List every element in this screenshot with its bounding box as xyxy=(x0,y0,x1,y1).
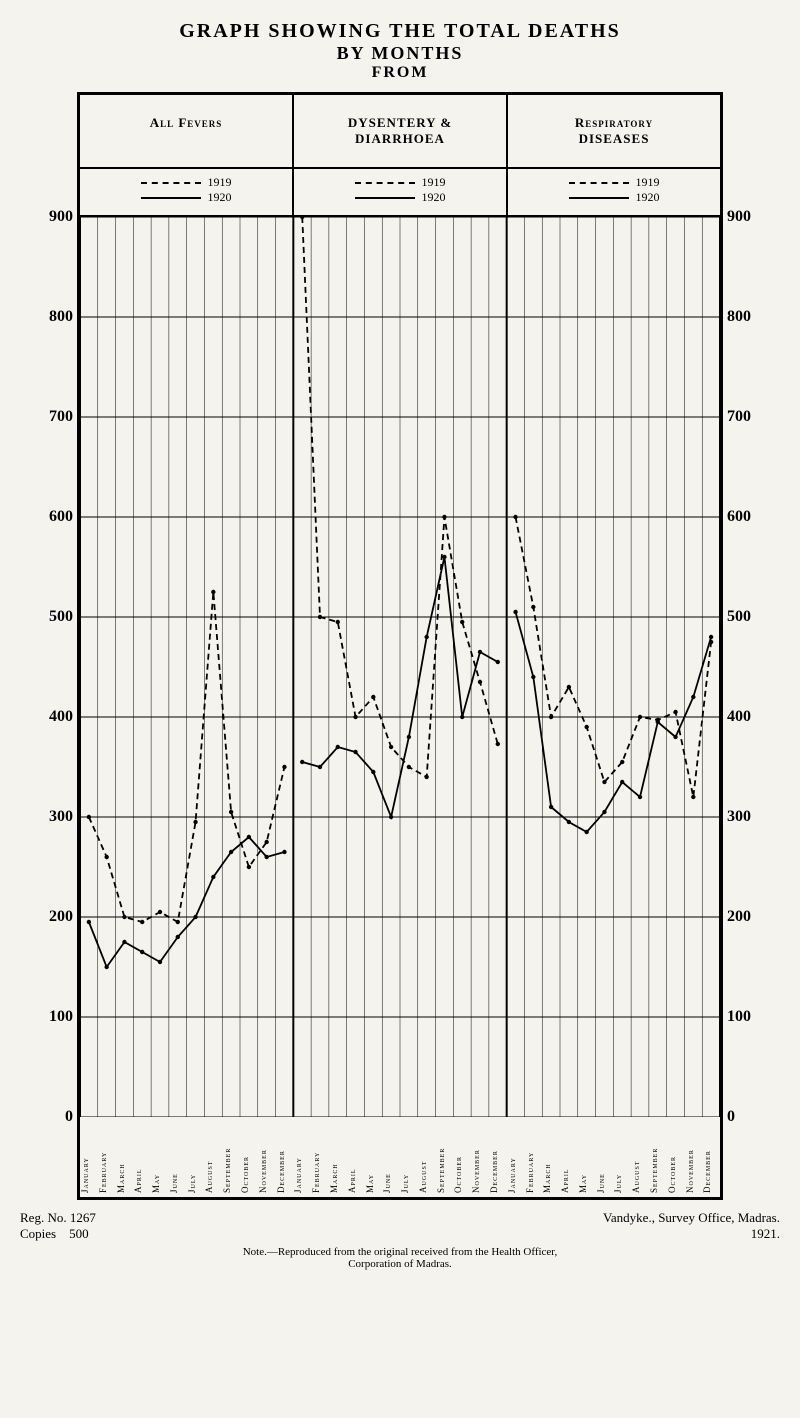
x-month-label: March xyxy=(542,1117,560,1197)
title-line2: BY MONTHS xyxy=(20,43,780,64)
title-line3: FROM xyxy=(20,64,780,82)
legend-row: 1919 1920 1919 1920 1919 1920 xyxy=(80,169,720,217)
header-fevers: All Fevers xyxy=(80,95,294,167)
x-month-label: January xyxy=(293,1117,311,1197)
dash-sample-icon xyxy=(141,182,201,184)
x-month-label: January xyxy=(80,1117,98,1197)
x-month-label: July xyxy=(187,1117,205,1197)
x-month-label: July xyxy=(400,1117,418,1197)
x-month-label: October xyxy=(240,1117,258,1197)
x-month-label: November xyxy=(471,1117,489,1197)
legend-1919-label: 1919 xyxy=(636,175,660,189)
y-axis-right: 9008007006005004003002001000 xyxy=(723,217,780,1117)
plot-svg xyxy=(80,217,720,1117)
plot-wrap: 9008007006005004003002001000 All Fevers … xyxy=(20,92,780,1200)
x-month-label: January xyxy=(507,1117,525,1197)
x-month-label: November xyxy=(258,1117,276,1197)
x-month-label: December xyxy=(276,1117,294,1197)
header-respiratory: Respiratory DISEASES xyxy=(508,95,720,167)
legend-1919-label: 1919 xyxy=(422,175,446,189)
x-month-label: June xyxy=(596,1117,614,1197)
title-block: GRAPH SHOWING THE TOTAL DEATHS BY MONTHS… xyxy=(20,20,780,82)
footer-center: Note.—Reproduced from the original recei… xyxy=(20,1242,780,1270)
dash-sample-icon xyxy=(569,182,629,184)
solid-sample-icon xyxy=(141,197,201,199)
x-month-label: September xyxy=(436,1117,454,1197)
x-month-label: September xyxy=(649,1117,667,1197)
x-month-label: February xyxy=(525,1117,543,1197)
solid-sample-icon xyxy=(355,197,415,199)
x-month-label: July xyxy=(613,1117,631,1197)
x-month-label: August xyxy=(631,1117,649,1197)
x-month-label: March xyxy=(116,1117,134,1197)
header-dysentery-l1: DYSENTERY & xyxy=(348,115,452,130)
x-month-label: May xyxy=(578,1117,596,1197)
chart-frame: All Fevers DYSENTERY & DIARRHOEA Respira… xyxy=(77,92,723,1200)
solid-sample-icon xyxy=(569,197,629,199)
x-month-label: October xyxy=(453,1117,471,1197)
header-respiratory-l2: DISEASES xyxy=(579,131,650,146)
x-month-label: February xyxy=(311,1117,329,1197)
x-month-label: June xyxy=(169,1117,187,1197)
legend-respiratory: 1919 1920 xyxy=(508,169,720,215)
footer-left: Reg. No. 1267 Copies 500 xyxy=(20,1210,96,1242)
header-respiratory-l1: Respiratory xyxy=(575,115,653,130)
x-month-label: May xyxy=(365,1117,383,1197)
note1: Note.—Reproduced from the original recei… xyxy=(243,1246,558,1258)
y-axis-left: 9008007006005004003002001000 xyxy=(20,217,77,1117)
header-fevers-l1: All Fevers xyxy=(150,115,223,130)
x-month-label: April xyxy=(347,1117,365,1197)
vandyke: Vandyke., Survey Office, Madras. xyxy=(603,1210,780,1225)
reg-no-label: Reg. No. xyxy=(20,1210,67,1225)
header-dysentery-l2: DIARRHOEA xyxy=(355,131,445,146)
x-month-label: September xyxy=(222,1117,240,1197)
legend-1920-label: 1920 xyxy=(422,190,446,204)
x-month-label: April xyxy=(560,1117,578,1197)
legend-1920-label: 1920 xyxy=(636,190,660,204)
header-dysentery: DYSENTERY & DIARRHOEA xyxy=(294,95,508,167)
copies-label: Copies xyxy=(20,1226,56,1241)
title-line1: GRAPH SHOWING THE TOTAL DEATHS xyxy=(20,20,780,43)
copies: 500 xyxy=(69,1226,89,1241)
x-month-label: October xyxy=(667,1117,685,1197)
x-axis-labels: JanuaryFebruaryMarchAprilMayJuneJulyAugu… xyxy=(80,1117,720,1197)
x-month-label: November xyxy=(685,1117,703,1197)
legend-1920-label: 1920 xyxy=(208,190,232,204)
footer: Reg. No. 1267 Copies 500 Vandyke., Surve… xyxy=(20,1210,780,1270)
x-month-label: February xyxy=(98,1117,116,1197)
year: 1921. xyxy=(751,1226,780,1241)
x-month-label: May xyxy=(151,1117,169,1197)
x-month-label: August xyxy=(204,1117,222,1197)
x-month-label: March xyxy=(329,1117,347,1197)
footer-right: Vandyke., Survey Office, Madras. 1921. xyxy=(603,1210,780,1242)
x-month-label: December xyxy=(489,1117,507,1197)
header-row: All Fevers DYSENTERY & DIARRHOEA Respira… xyxy=(80,95,720,169)
note2: Corporation of Madras. xyxy=(348,1258,452,1270)
x-month-label: June xyxy=(382,1117,400,1197)
reg-no: 1267 xyxy=(70,1210,96,1225)
x-month-label: December xyxy=(702,1117,720,1197)
legend-fevers: 1919 1920 xyxy=(80,169,294,215)
legend-dysentery: 1919 1920 xyxy=(294,169,508,215)
x-month-label: August xyxy=(418,1117,436,1197)
legend-1919-label: 1919 xyxy=(208,175,232,189)
x-month-label: April xyxy=(133,1117,151,1197)
dash-sample-icon xyxy=(355,182,415,184)
